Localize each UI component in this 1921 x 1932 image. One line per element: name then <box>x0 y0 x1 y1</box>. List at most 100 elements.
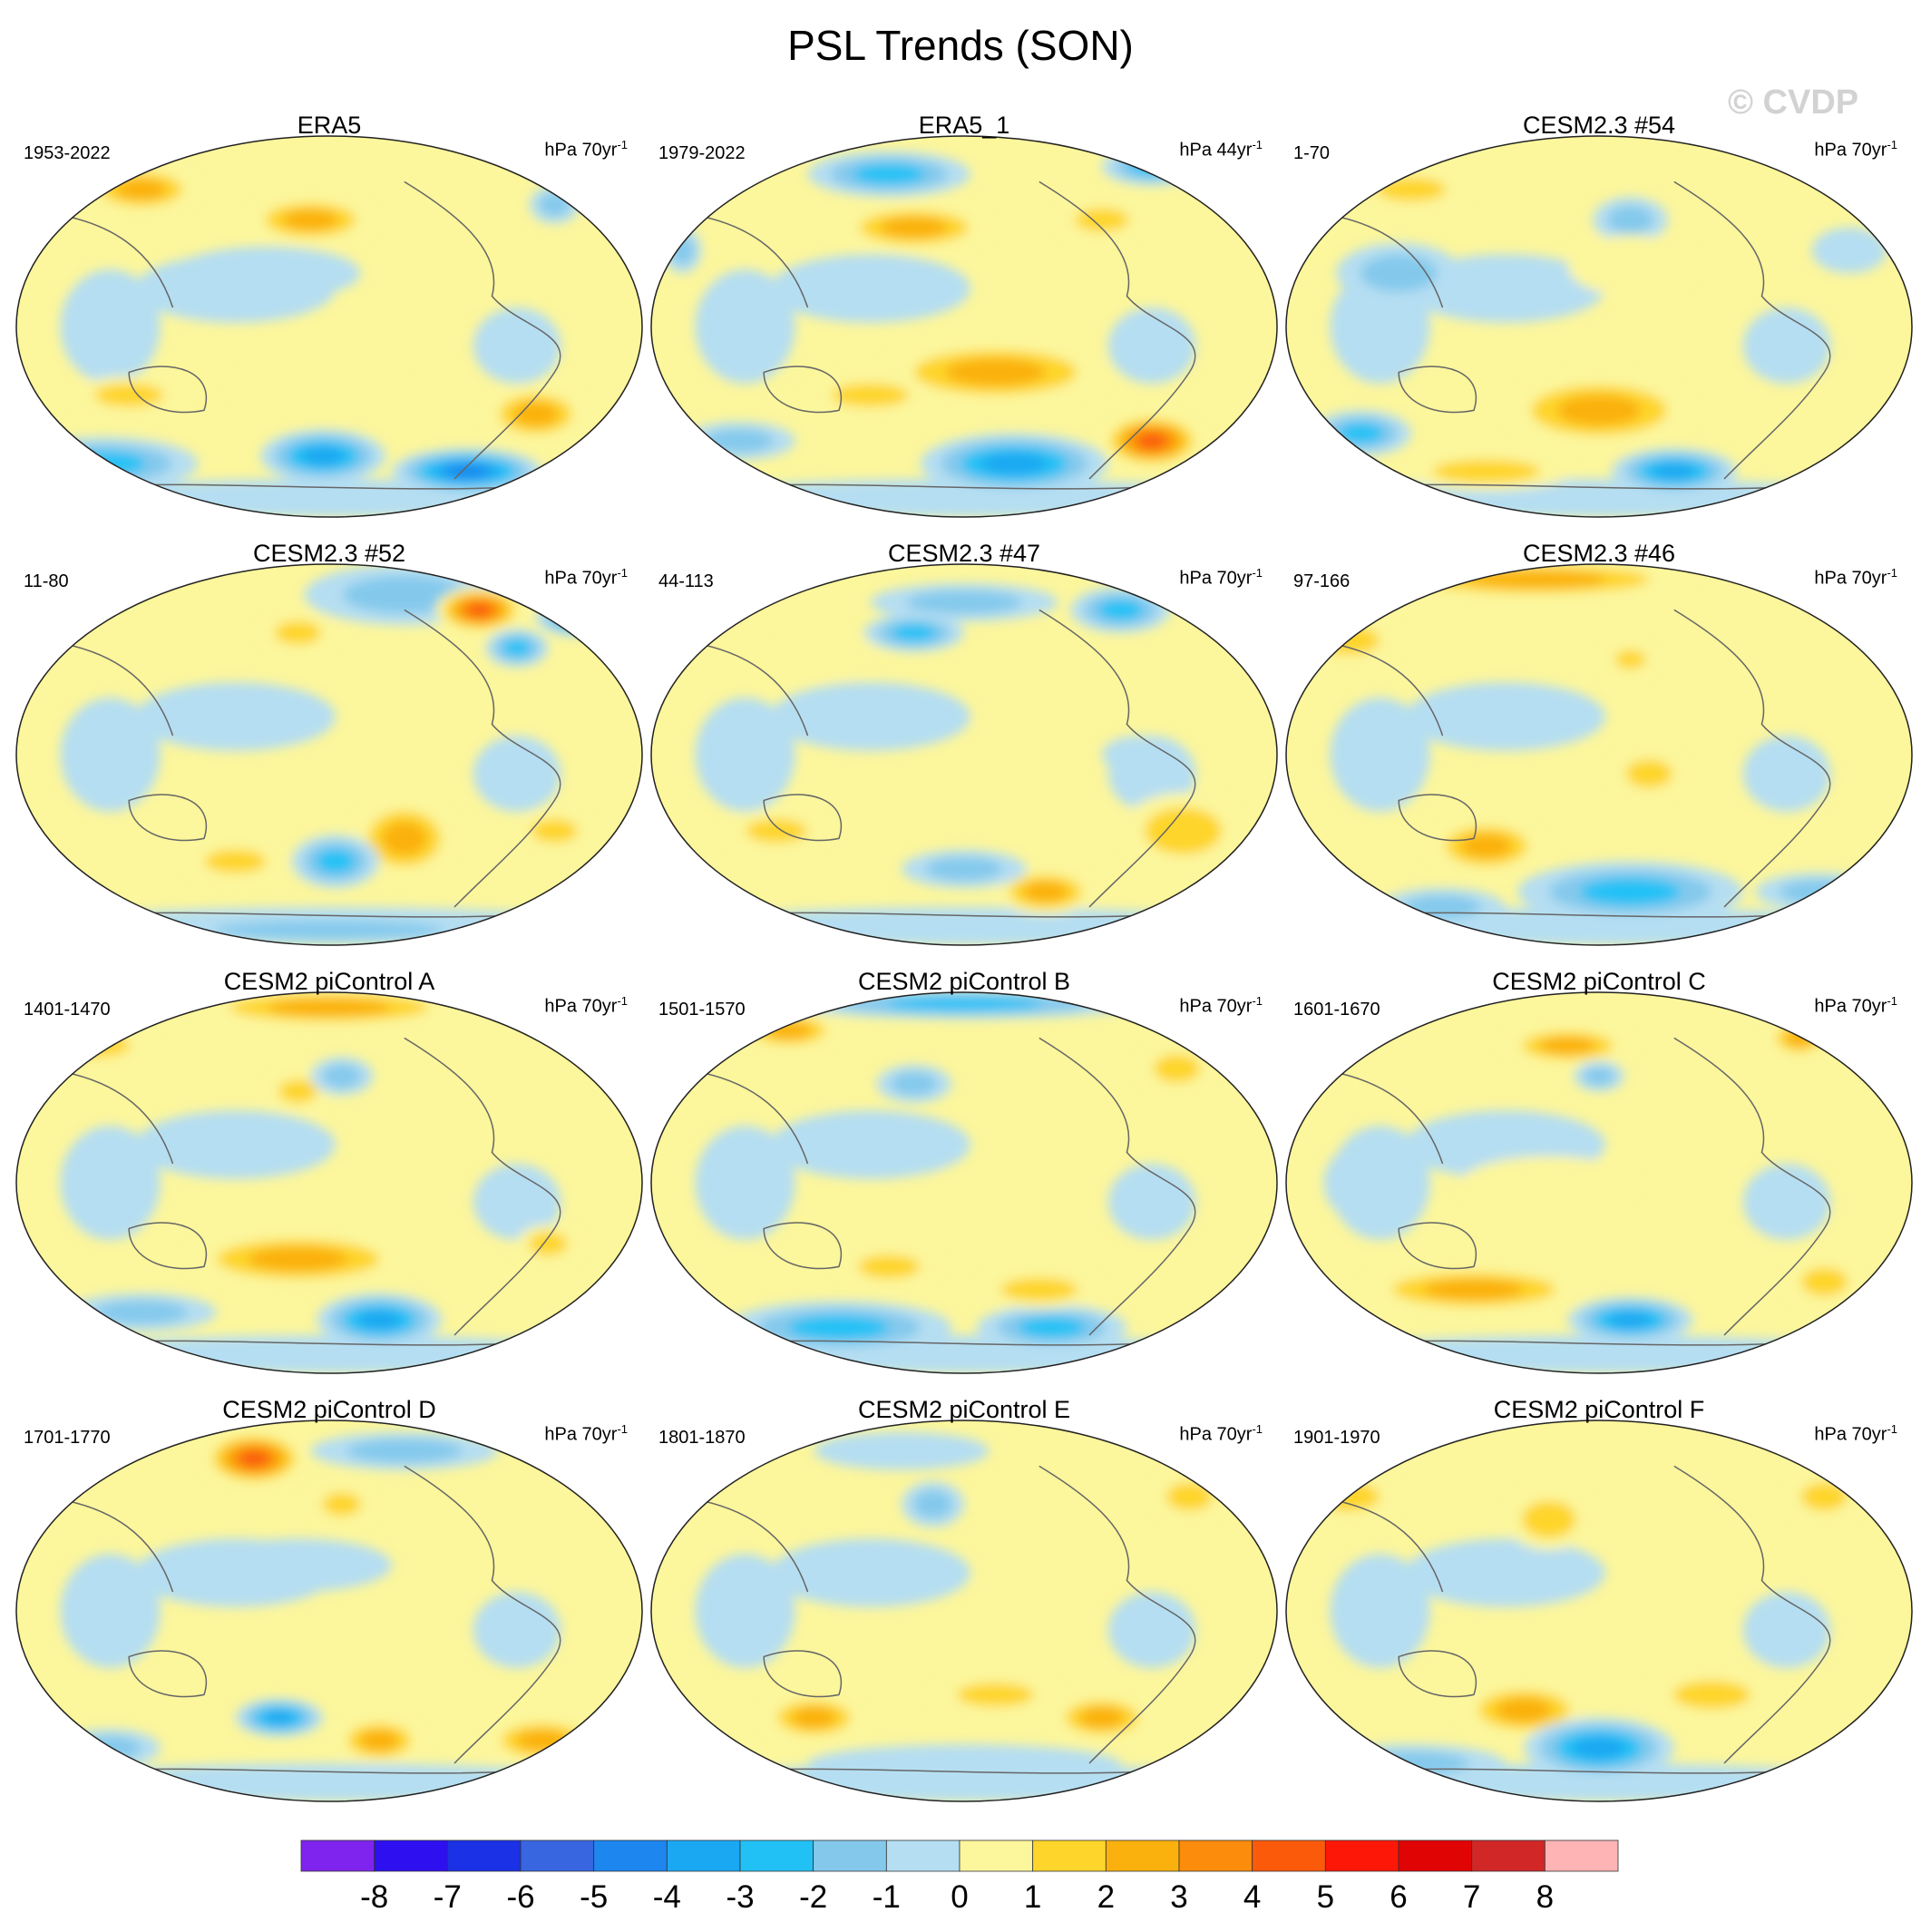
field-region <box>1317 1335 1881 1373</box>
map-border <box>650 991 1278 1374</box>
field-contour <box>1584 1067 1614 1086</box>
field-contour <box>1154 1054 1201 1083</box>
field-region <box>1742 736 1831 812</box>
field-region <box>135 682 336 751</box>
map-panel: CESM2 piControl B 1501-1570 hPa 70yr-1 <box>644 965 1284 1391</box>
field-contour <box>342 575 466 614</box>
field-contour <box>1129 158 1175 175</box>
field-contour <box>79 1736 141 1761</box>
field-contour <box>945 358 1046 386</box>
field-contour <box>301 446 346 466</box>
field-region <box>770 1538 970 1607</box>
field-region <box>473 1164 561 1240</box>
map-border <box>650 563 1278 946</box>
field-contour <box>788 1315 890 1340</box>
panel-title: CESM2 piControl E <box>857 1396 1071 1423</box>
panel-title: CESM2.3 #52 <box>252 540 406 567</box>
map-panel: CESM2 piControl E 1801-1870 hPa 70yr-1 <box>644 1393 1284 1820</box>
field-region <box>1330 698 1430 812</box>
colorbar-tick-label: 2 <box>1097 1879 1115 1915</box>
colorbar-tick-label: 6 <box>1390 1879 1407 1915</box>
field-contour <box>1608 1312 1653 1328</box>
panel-period: 97-166 <box>1293 571 1351 591</box>
panel-units: hPa 70yr-1 <box>1179 1422 1263 1445</box>
map-panel: CESM2.3 #52 11-80 hPa 70yr-1 <box>9 537 649 963</box>
field-region <box>1405 682 1605 751</box>
panel-period: 1701-1770 <box>24 1428 111 1448</box>
panel-units: hPa 70yr-1 <box>1814 138 1897 161</box>
panel-period: 1601-1670 <box>1293 1000 1380 1020</box>
field-contour <box>1461 1156 1637 1210</box>
field-contour <box>53 1033 131 1058</box>
field-contour <box>1079 1707 1125 1728</box>
panel-units: hPa 70yr-1 <box>1814 1422 1897 1445</box>
field-contour <box>1404 895 1481 919</box>
field-region <box>60 1554 161 1668</box>
panel-units: hPa 44yr-1 <box>1179 138 1263 161</box>
panel-period: 44-113 <box>658 571 714 591</box>
field-contour <box>539 192 570 217</box>
colorbar-swatch <box>520 1839 595 1872</box>
field-contour <box>95 1300 188 1324</box>
field-contour <box>1376 177 1447 201</box>
colorbar-tick-label: 0 <box>951 1879 968 1915</box>
coastline <box>676 1465 1215 1774</box>
field-contour <box>1780 880 1857 904</box>
field-contour <box>981 453 1048 474</box>
field-contour <box>746 819 807 843</box>
panel-title: ERA5 <box>297 112 362 139</box>
field-contour <box>881 217 948 238</box>
colorbar-tick-label: -8 <box>360 1879 388 1915</box>
map-plot <box>15 563 643 946</box>
map-panel: ERA5_1 1979-2022 hPa 44yr-1 <box>644 109 1284 535</box>
field-contour <box>1625 759 1672 788</box>
field-contour <box>1165 1482 1213 1511</box>
field-contour <box>892 624 937 641</box>
panel-period: 1401-1470 <box>24 1000 111 1020</box>
page-title: PSL Trends (SON) <box>787 22 1134 69</box>
colorbar-swatch <box>885 1839 960 1872</box>
field-contour <box>886 997 1042 1011</box>
field-contour <box>1539 1037 1596 1055</box>
field-contour <box>1101 736 1177 774</box>
colorbar-tick-label: -6 <box>506 1879 534 1915</box>
map-plot <box>1285 563 1913 946</box>
panel-units: hPa 70yr-1 <box>544 566 628 589</box>
field-contour <box>1607 205 1653 234</box>
field-contour <box>1023 882 1068 903</box>
field-contour <box>359 1730 399 1751</box>
field-region <box>473 307 561 384</box>
field-contour <box>564 610 595 625</box>
map-plot <box>650 991 1278 1374</box>
coastline <box>1311 609 1850 918</box>
field-contour <box>239 1450 268 1467</box>
colorbar-swatch <box>1471 1839 1546 1872</box>
panel-period: 1501-1570 <box>658 1000 746 1020</box>
field-contour <box>531 819 578 843</box>
colorbar-tick-label: -4 <box>653 1879 681 1915</box>
field-region <box>135 1110 336 1179</box>
field-region <box>695 1554 795 1668</box>
field-contour <box>853 163 926 185</box>
map-plot <box>650 135 1278 518</box>
panel-period: 1979-2022 <box>658 143 746 163</box>
field-region <box>1107 1592 1196 1668</box>
field-region <box>695 1126 795 1240</box>
field-contour <box>554 606 605 629</box>
field-contour <box>545 602 614 633</box>
field-contour <box>204 1538 392 1592</box>
field-contour <box>357 1310 402 1330</box>
field-contour <box>229 368 405 407</box>
panel-units: hPa 70yr-1 <box>544 1422 628 1445</box>
map-plot <box>1285 1420 1913 1802</box>
field-contour <box>832 383 909 407</box>
map-plot <box>650 563 1278 946</box>
map-border <box>650 135 1278 518</box>
map-plot <box>15 991 643 1374</box>
field-region <box>695 269 795 384</box>
coastline <box>41 181 580 490</box>
colorbar-swatch <box>813 1839 887 1872</box>
field-contour <box>1755 873 1881 912</box>
field-contour <box>1323 1145 1399 1221</box>
map-border <box>1285 1420 1913 1802</box>
